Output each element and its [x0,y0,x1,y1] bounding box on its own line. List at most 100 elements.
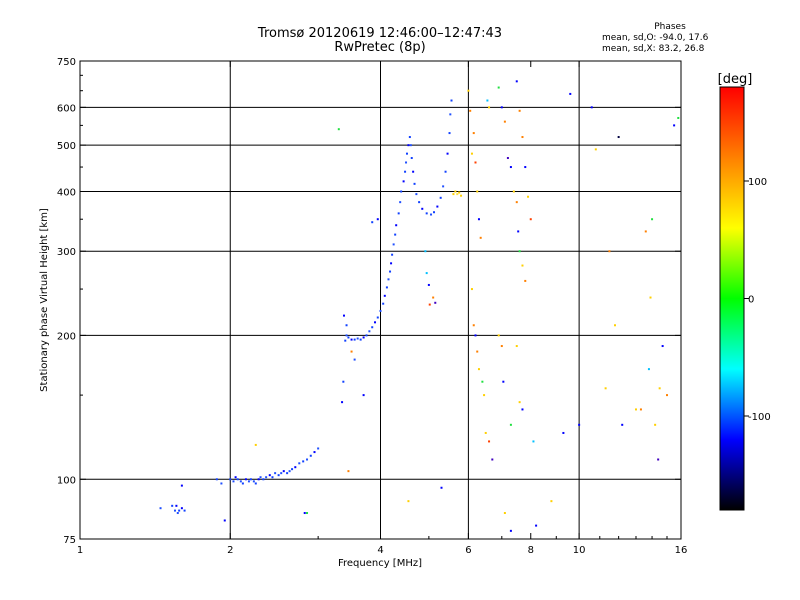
data-point [345,324,348,327]
data-point [365,334,368,337]
data-point [271,476,274,479]
data-point [180,507,183,510]
data-point [345,334,348,337]
data-point [469,109,472,112]
data-point [180,484,183,487]
y-tick-label: 500 [57,141,76,152]
x-axis-label: Frequency [MHz] [338,558,422,569]
data-point [387,278,390,281]
data-point [477,218,480,221]
y-tick-label: 75 [63,535,76,546]
data-point [509,423,512,426]
data-point [503,512,506,515]
data-point [379,309,382,312]
data-point [247,480,250,483]
data-point [518,401,521,404]
data-point [382,302,385,305]
scatter-points [159,80,680,532]
colorbar-tick-label: 0 [748,295,754,306]
data-point [306,458,309,461]
data-point [402,180,405,183]
data-point [518,250,521,253]
data-point [479,236,482,239]
data-point [183,509,186,512]
data-point [488,440,491,443]
data-point [506,157,509,160]
data-point [442,185,445,188]
data-point [509,166,512,169]
data-point [521,408,524,411]
data-point [220,482,223,485]
data-point [617,136,620,139]
data-point [409,144,412,147]
data-point [178,509,181,512]
data-point [376,218,379,221]
data-point [356,337,359,340]
data-point [529,218,532,221]
title-line-2: RwPretec (8p) [334,40,426,55]
x-tick-label: 8 [528,545,534,556]
data-point [661,345,664,348]
data-point [446,152,449,155]
data-point [472,324,475,327]
data-point [613,324,616,327]
data-point [657,458,660,461]
x-axis: 1 2 4 6 8 10 16 [77,61,687,556]
data-point [229,478,232,481]
data-point [397,212,400,215]
data-point [408,136,411,139]
data-point [239,480,242,483]
data-point [427,283,430,286]
data-point [436,205,439,208]
data-point [439,196,442,199]
data-point [654,423,657,426]
data-point [421,207,424,210]
data-point [503,120,506,123]
data-point [590,106,593,109]
data-point [344,339,347,342]
data-point [400,190,403,193]
data-point [171,504,174,507]
data-point [262,478,265,481]
data-point [359,338,362,341]
data-point [407,144,410,147]
data-point [649,296,652,299]
title-line-1: Tromsø 20120619 12:46:00–12:47:43 [257,26,503,41]
data-point [383,294,386,297]
data-point [458,191,461,194]
data-point [175,504,178,507]
data-point [515,345,518,348]
data-point [474,334,477,337]
data-point [390,262,393,265]
data-point [286,472,289,475]
data-point [341,401,344,404]
data-point [350,350,353,353]
data-point [430,213,433,216]
data-point [404,170,407,173]
data-point [313,451,316,454]
data-point [677,116,680,119]
y-tick-label: 300 [57,247,76,258]
data-point [291,468,294,471]
data-point [280,472,283,475]
data-point [594,148,597,151]
data-point [460,194,463,197]
data-point [223,519,226,522]
data-point [647,368,650,371]
data-point [425,272,428,275]
data-point [244,478,247,481]
data-point [257,478,260,481]
data-point [342,314,345,317]
data-point [666,394,669,397]
data-point [658,387,661,390]
data-point [424,250,427,253]
data-point [254,482,257,485]
data-point [410,157,413,160]
data-point [236,478,239,481]
data-point [347,336,350,339]
data-point [456,193,459,196]
data-point [673,124,676,127]
data-point [303,512,306,515]
data-point [512,190,515,193]
data-point [434,301,437,304]
